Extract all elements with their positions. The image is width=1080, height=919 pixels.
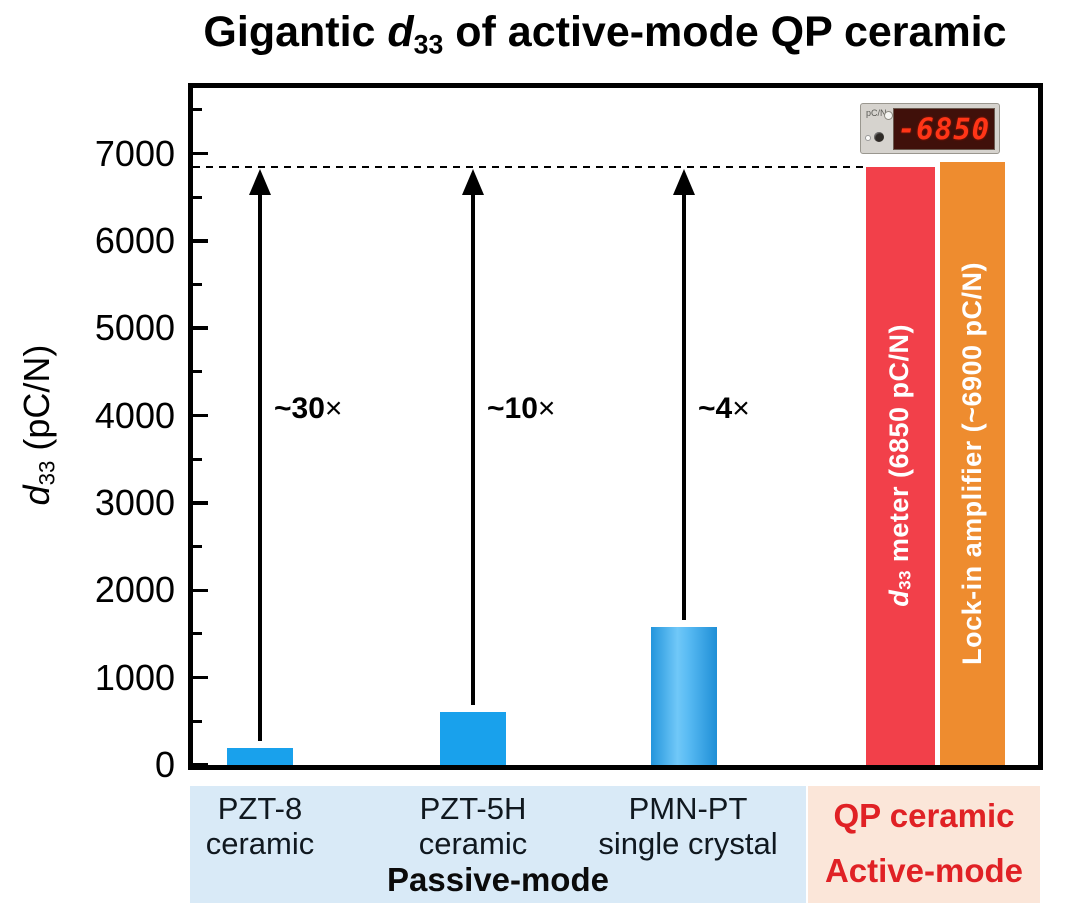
y-axis-tick-label: 7000 [94, 132, 175, 174]
y-axis-label-units: (pC/N) [16, 344, 57, 461]
d33-meter-photo: -6850 pC/N [860, 103, 1000, 154]
y-axis-minor-tick [193, 370, 202, 374]
y-axis-tick-label: 6000 [94, 219, 175, 261]
meter-led-indicator [884, 111, 893, 120]
meter-dot [865, 135, 871, 141]
y-axis-major-tick [193, 326, 208, 330]
plot-inner: d33 meter (6850 pC/N) Lock-in amplifier (… [193, 88, 1038, 767]
y-axis-major-tick [193, 763, 208, 767]
multiplier-arrow [258, 192, 262, 741]
multiplier-label: ~30× [274, 392, 343, 425]
bar-4: d33 meter (6850 pC/N) [865, 166, 935, 765]
y-axis-tick-label: 4000 [94, 394, 175, 436]
category-pzt8-line2: ceramic [205, 826, 315, 861]
multiplier-arrow [682, 192, 686, 620]
y-axis-major-tick [193, 151, 208, 156]
y-axis-minor-tick [193, 283, 202, 287]
category-label-pzt5h: PZT-5H ceramic [343, 791, 603, 861]
y-axis-major-tick [193, 501, 208, 505]
meter-reading: -6850 [897, 112, 991, 146]
meter-display: -6850 [893, 108, 995, 150]
category-pzt5h-line2: ceramic [418, 826, 528, 861]
bar-3 [651, 626, 717, 765]
y-axis-major-tick [193, 588, 208, 593]
passive-mode-band [190, 786, 806, 903]
y-axis-tick-label: 3000 [94, 481, 175, 523]
qp-ceramic-label: QP ceramic [833, 797, 1015, 834]
arrow-head [462, 168, 484, 195]
y-axis-minor-tick [193, 632, 202, 636]
category-pzt8-line1: PZT-8 [217, 791, 303, 826]
category-pmnpt-line2: single crystal [598, 826, 778, 861]
category-pmnpt-line1: PMN-PT [628, 791, 748, 826]
chart-title-d: d [387, 8, 414, 56]
meter-knob [874, 132, 884, 142]
category-pzt5h-line1: PZT-5H [419, 791, 527, 826]
passive-mode-label: Passive-mode [387, 861, 609, 898]
y-axis-label: d33 (pC/N) [16, 265, 60, 585]
y-axis-label-d: d [16, 485, 57, 506]
bar-2 [440, 711, 506, 765]
y-axis-minor-tick [193, 108, 202, 112]
chart-title-prefix: Gigantic [203, 8, 388, 56]
y-axis-minor-tick [193, 457, 202, 461]
bar-label-lockin-amplifier: Lock-in amplifier (~6900 pC/N) [956, 262, 987, 666]
multiplier-label: ~4× [698, 392, 750, 425]
reference-dashed-line [193, 165, 865, 168]
y-axis-tick-label: 1000 [94, 656, 175, 698]
y-axis-label-subscript: 33 [34, 460, 60, 486]
y-axis-tick-label: 2000 [94, 569, 175, 611]
multiplier-arrow [471, 192, 475, 705]
category-label-pzt8: PZT-8 ceramic [130, 791, 390, 861]
category-label-pmnpt: PMN-PT single crystal [558, 791, 818, 861]
chart-title-suffix: of active-mode QP ceramic [443, 8, 1007, 56]
meter-unit-label: pC/N [866, 108, 887, 118]
arrow-head [249, 168, 271, 195]
y-axis-minor-tick [193, 545, 202, 549]
multiplier-label: ~10× [487, 392, 556, 425]
y-axis-tick-label: 0 [154, 744, 175, 785]
bar-1 [227, 747, 293, 765]
y-axis-tick-label: 5000 [94, 307, 175, 349]
active-mode-label: Active-mode [824, 852, 1024, 889]
arrow-head [673, 168, 695, 195]
active-mode-band [808, 786, 1040, 903]
chart-title-subscript: 33 [413, 29, 444, 60]
y-axis-major-tick [193, 239, 208, 243]
y-axis-major-tick [193, 413, 208, 418]
y-axis-minor-tick [193, 719, 202, 723]
bar-label-d33-meter: d33 meter (6850 pC/N) [884, 324, 915, 608]
plot-area: d33 meter (6850 pC/N) Lock-in amplifier (… [188, 83, 1043, 770]
y-axis-minor-tick [193, 195, 202, 199]
chart-title: Gigantic d33 of active-mode QP ceramic [130, 8, 1080, 60]
bar-5: Lock-in amplifier (~6900 pC/N) [939, 162, 1005, 765]
y-axis-major-tick [193, 675, 208, 680]
